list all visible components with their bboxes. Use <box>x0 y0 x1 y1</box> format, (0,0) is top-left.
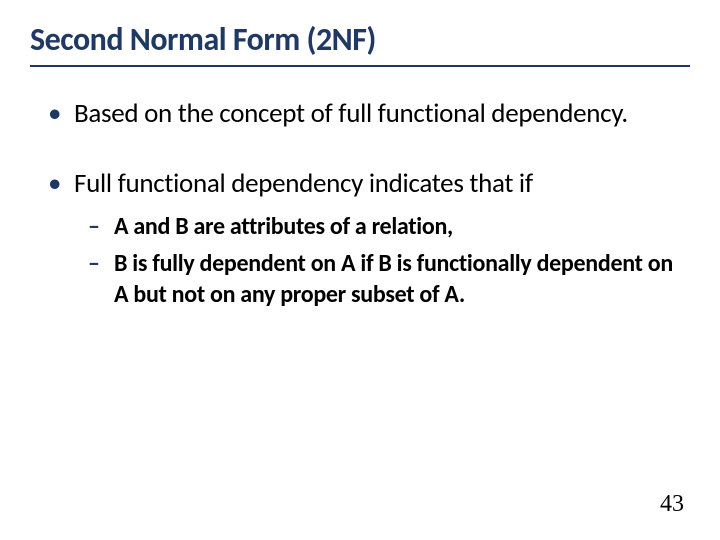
bullet-text: Based on the concept of full functional … <box>74 97 628 130</box>
page-number: 43 <box>660 491 684 518</box>
bullet-text: Full functional dependency indicates tha… <box>74 167 533 200</box>
sub-text: B is fully dependent on A if B is functi… <box>114 249 673 309</box>
slide-title: Second Normal Form (2NF) <box>30 20 690 67</box>
bullet-item: Based on the concept of full functional … <box>48 97 690 131</box>
sub-item: B is fully dependent on A if B is functi… <box>88 248 690 310</box>
sub-list: A and B are attributes of a relation, B … <box>74 211 690 311</box>
bullet-item: Full functional dependency indicates tha… <box>48 167 690 310</box>
sub-item: A and B are attributes of a relation, <box>88 211 690 242</box>
sub-text: A and B are attributes of a relation, <box>114 212 453 241</box>
bullet-list: Based on the concept of full functional … <box>30 97 690 310</box>
